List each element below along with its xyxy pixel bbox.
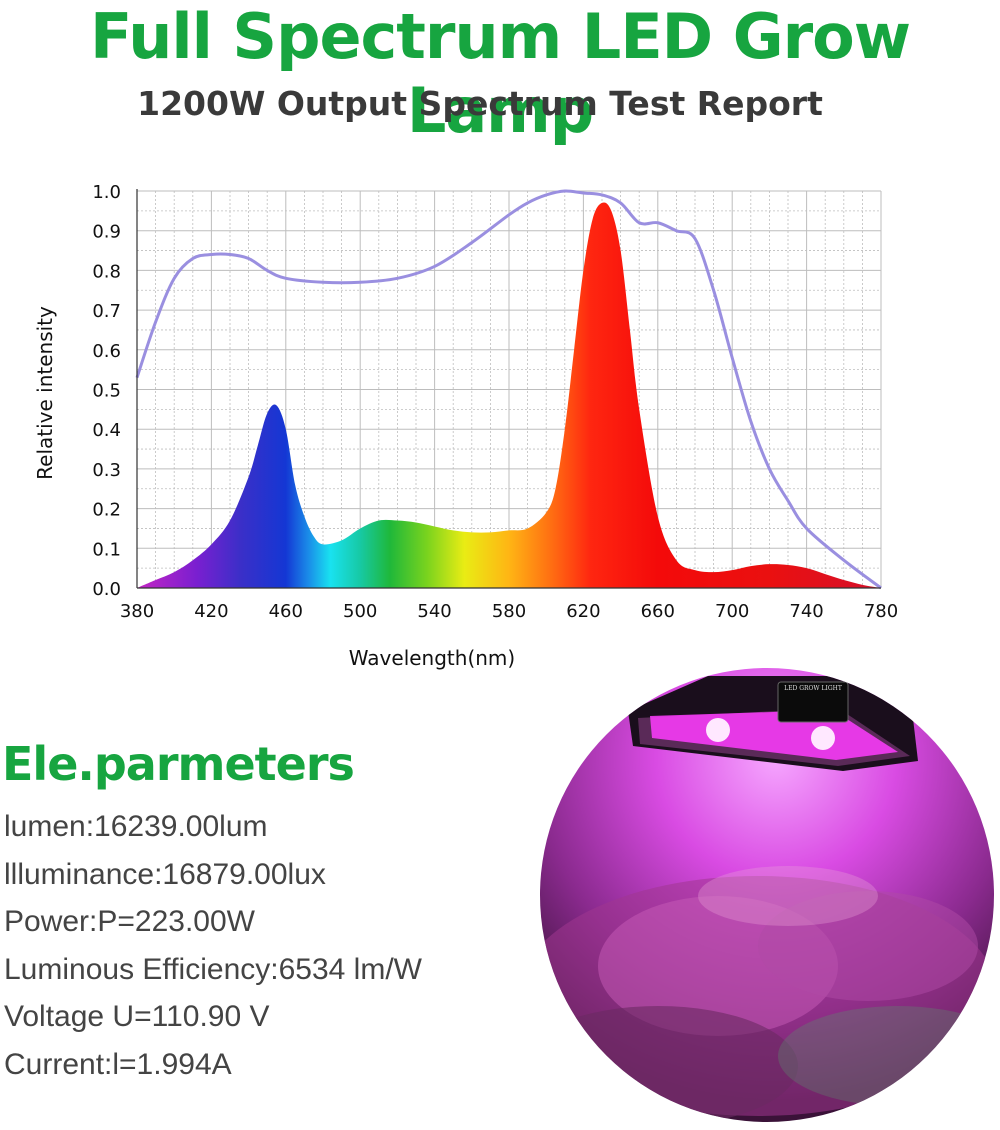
y-tick-label: 0.8: [92, 261, 121, 282]
param-item: Luminous Efficiency:6534 lm/W: [4, 952, 422, 986]
x-tick-label: 420: [194, 601, 228, 622]
led-panel: LED GROW LIGHT: [628, 676, 918, 771]
x-tick-label: 540: [417, 601, 451, 622]
x-tick-label: 780: [864, 601, 898, 622]
param-item: llluminance:16879.00lux: [4, 857, 326, 891]
y-tick-label: 0.4: [92, 420, 121, 441]
chart-series: [135, 189, 882, 590]
y-tick-label: 0.0: [92, 579, 121, 600]
grow-lamp-photo: LED GROW LIGHT: [540, 668, 994, 1122]
x-tick-label: 660: [641, 601, 675, 622]
spectrum-area: [137, 202, 881, 588]
param-item: Voltage U=110.90 V: [4, 1000, 270, 1033]
envelope-line: [135, 189, 882, 590]
x-tick-label: 460: [269, 601, 303, 622]
x-axis-label: Wavelength(nm): [349, 646, 515, 670]
param-item: Power:P=223.00W: [4, 905, 255, 938]
y-tick-label: 1.0: [92, 182, 121, 203]
x-tick-label: 580: [492, 601, 526, 622]
x-tick-label: 380: [120, 601, 154, 622]
param-list: lumen:16239.00lum llluminance:16879.00lu…: [4, 803, 422, 1088]
chart-axes: 380 420 460 500 540 580 620 660 700 740 780 0.0 0.1 0…: [92, 182, 898, 622]
x-tick-label: 740: [789, 601, 823, 622]
y-tick-label: 0.3: [92, 460, 121, 481]
page-subtitle: 1200W Output Spectrum Test Report: [137, 84, 823, 123]
x-tick-label: 620: [566, 601, 600, 622]
x-tick-label: 700: [715, 601, 749, 622]
y-tick-label: 0.1: [92, 539, 121, 560]
y-tick-label: 0.7: [92, 301, 121, 322]
param-item: lumen:16239.00lum: [4, 810, 268, 843]
y-tick-label: 0.2: [92, 500, 121, 521]
panel-label: LED GROW LIGHT: [784, 685, 842, 692]
param-item: Current:l=1.994A: [4, 1047, 232, 1081]
params-heading: Ele.parmeters: [2, 737, 355, 791]
y-axis-label: Relative intensity: [33, 306, 57, 480]
y-tick-label: 0.6: [92, 341, 121, 362]
y-tick-label: 0.9: [92, 222, 121, 243]
page-title: Full Spectrum LED Grow Lamp: [89, 0, 911, 147]
y-tick-label: 0.5: [92, 381, 121, 402]
x-tick-label: 500: [343, 601, 377, 622]
spectrum-chart: 380 420 460 500 540 580 620 660 700 740 780 0.0 0.1 0…: [33, 182, 898, 670]
